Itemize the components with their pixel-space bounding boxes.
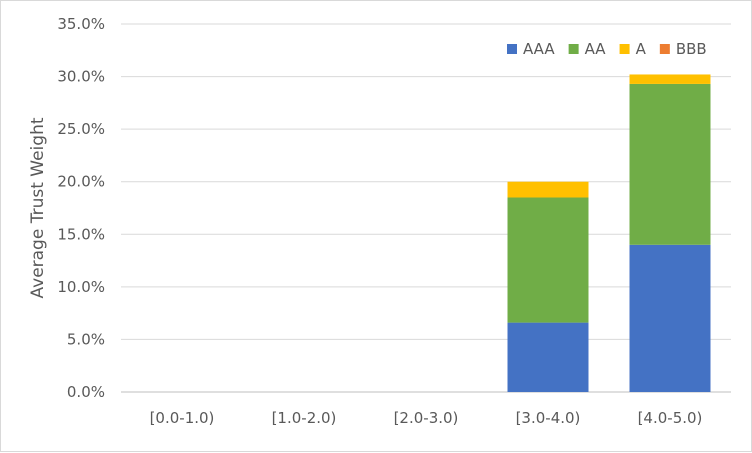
y-axis-ticks: 0.0% 5.0% 10.0% 15.0% 20.0% 25.0% 30.0% 35.0% [57,15,105,401]
legend-label: BBB [676,40,707,58]
legend-label: AAA [523,40,555,58]
bar-segment-aaa [629,244,711,392]
x-axis-ticks: [0.0-1.0) [1.0-2.0) [2.0-3.0) [3.0-4.0) [4.0… [150,409,703,427]
y-tick-label: 20.0% [57,173,105,191]
y-tick-label: 15.0% [57,225,105,243]
bar-segment-aaa [507,322,589,392]
legend-swatch-a [619,44,630,54]
bar-segment-a [507,181,589,198]
legend-swatch-aa [568,44,579,54]
y-tick-label: 0.0% [67,383,105,401]
y-tick-label: 25.0% [57,120,105,138]
y-tick-label: 35.0% [57,15,105,33]
legend-label: AA [585,40,607,58]
legend: AAA AA A BBB [507,40,707,58]
legend-label: A [636,40,647,58]
x-tick-label: [2.0-3.0) [394,409,459,427]
legend-swatch-bbb [659,44,670,54]
y-tick-label: 10.0% [57,278,105,296]
bar-segment-a [629,74,711,84]
bars [507,74,711,392]
gridlines [121,23,731,393]
bar-segment-aa [629,83,711,245]
legend-swatch-aaa [507,44,517,54]
x-tick-label: [1.0-2.0) [272,409,337,427]
bar-segment-aa [507,197,589,323]
x-tick-label: [3.0-4.0) [516,409,581,427]
x-tick-label: [4.0-5.0) [638,409,703,427]
y-tick-label: 30.0% [57,68,105,86]
y-tick-label: 5.0% [67,330,105,348]
x-tick-label: [0.0-1.0) [150,409,215,427]
y-axis-title: Average Trust Weight [28,117,48,298]
